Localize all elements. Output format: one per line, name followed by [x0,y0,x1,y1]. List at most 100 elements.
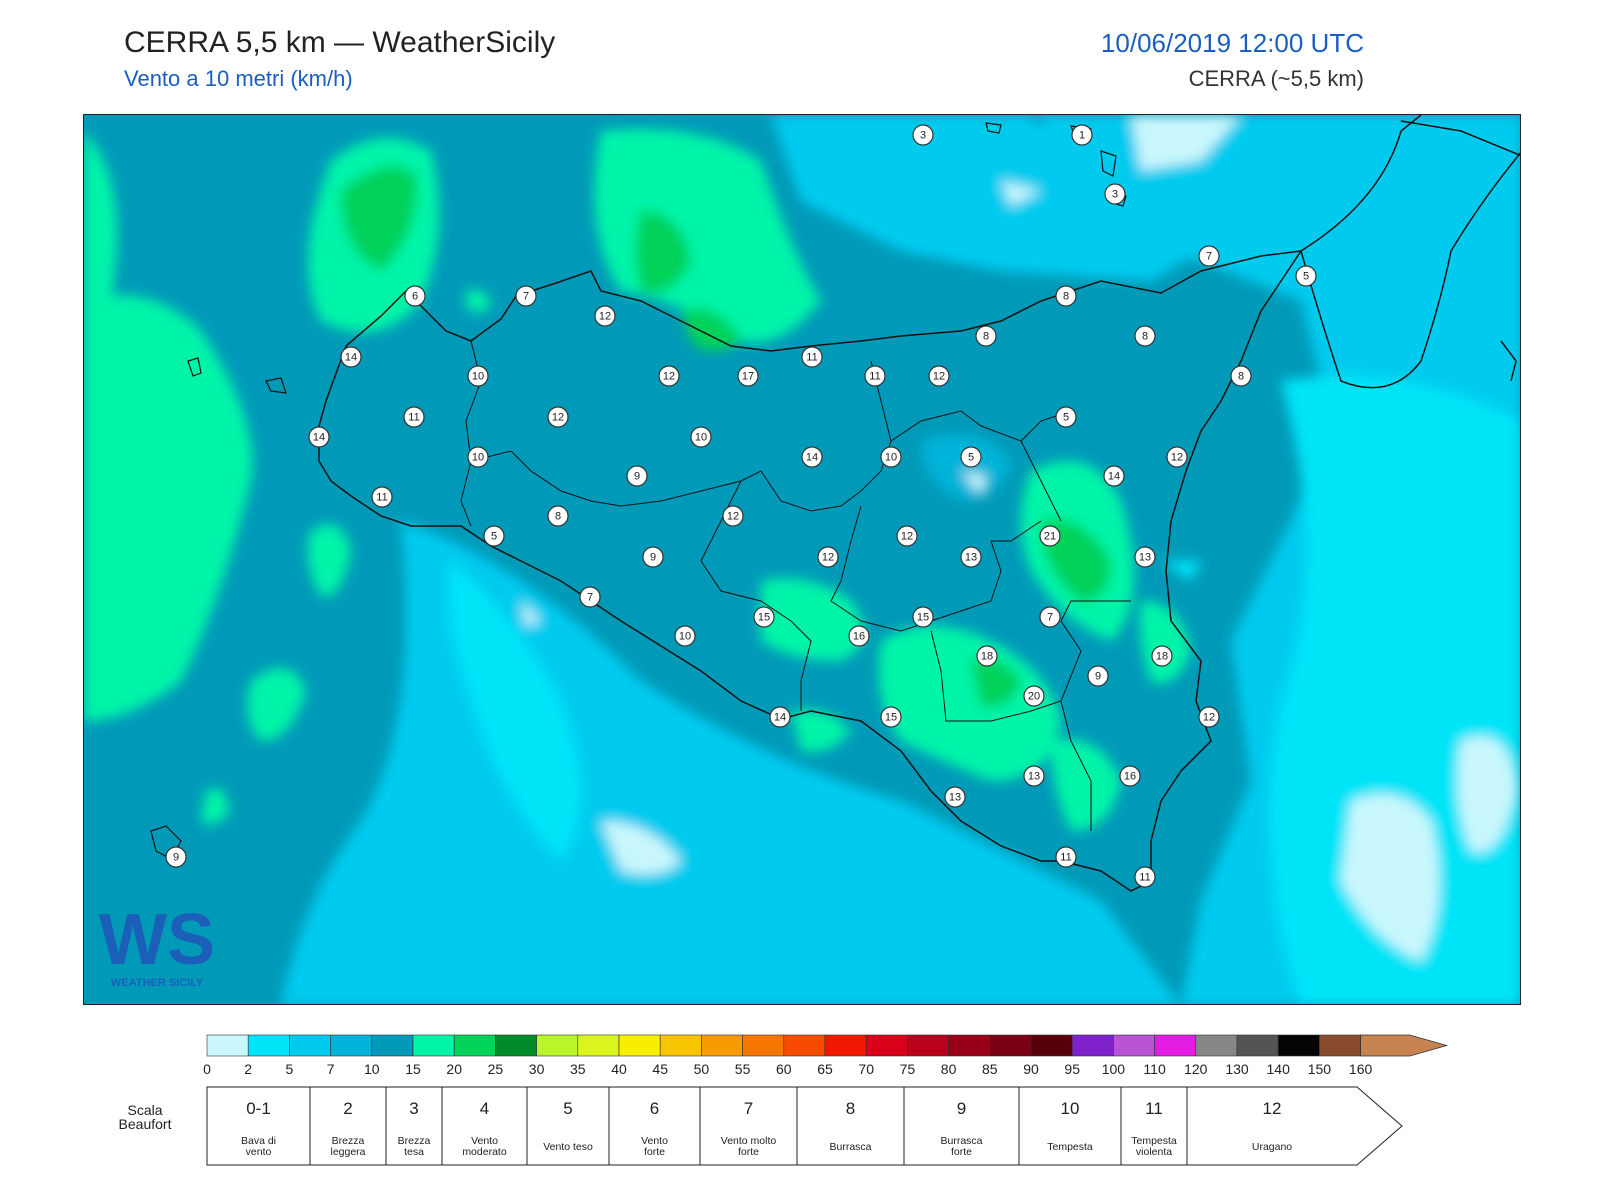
station-value: 10 [679,631,691,643]
wind-map: 3 1 3 7 5 6 7 12 8 8 8 14 11 10 12 17 11 12 8 11 12 5 14 10 10 14… [83,114,1521,1005]
station-value: 6 [412,291,418,303]
station-circle [658,365,680,387]
station-value: 13 [965,552,977,564]
colorbar-swatch [989,1034,1032,1057]
colorbar-swatch [371,1034,414,1057]
station-value: 12 [599,311,611,323]
station-circle [642,546,664,568]
logo-text: WEATHER SICILY [111,977,204,989]
beaufort-description: Brezza [332,1135,365,1147]
station-marker: 11 [403,406,425,428]
station-value: 9 [1095,671,1101,683]
colorbar-swatch [948,1034,991,1057]
station-value: 1 [1079,130,1085,142]
colorbar-swatch [330,1034,373,1057]
station-circle [1134,546,1156,568]
station-circle [864,365,886,387]
station-marker: 6 [404,285,426,307]
colorbar: 0 2 5 7 10 15 20 25 30 35 40 45 50 55 60 65 70 75 80 85 90 95… [203,1034,1449,1077]
colorbar-tick: 40 [611,1061,627,1077]
beaufort-description: Vento [471,1135,498,1147]
station-circle [690,426,712,448]
colorbar-swatch [206,1034,249,1057]
station-circle [1104,183,1126,205]
colorbar-tick: 100 [1102,1061,1126,1077]
station-circle [515,285,537,307]
station-circle [547,406,569,428]
station-marker: 11 [864,365,886,387]
station-circle [737,365,759,387]
station-circle [801,446,823,468]
colorbar-tick: 60 [776,1061,792,1077]
beaufort-description: forte [644,1146,665,1158]
station-marker: 9 [165,846,187,868]
station-circle [976,645,998,667]
station-value: 12 [933,371,945,383]
station-marker: 8 [1230,365,1252,387]
station-circle [1023,765,1045,787]
station-value: 10 [885,452,897,464]
station-circle [340,346,362,368]
station-marker: 15 [912,606,934,628]
station-marker: 20 [1023,685,1045,707]
station-circle [912,606,934,628]
beaufort-description: Vento [641,1135,668,1147]
station-marker: 18 [1151,645,1173,667]
station-value: 9 [650,552,656,564]
station-marker: 12 [928,365,950,387]
station-marker: 11 [1055,846,1077,868]
station-marker: 7 [579,586,601,608]
station-marker: 12 [1166,446,1188,468]
station-value: 16 [853,631,865,643]
station-marker: 10 [674,625,696,647]
station-marker: 9 [626,465,648,487]
colorbar-tick: 75 [900,1061,916,1077]
station-circle [1055,406,1077,428]
station-marker: 12 [547,406,569,428]
station-circle [467,446,489,468]
station-value: 15 [885,712,897,724]
colorbar-tick: 50 [694,1061,710,1077]
station-marker: 11 [801,346,823,368]
station-value: 8 [983,331,989,343]
colorbar-swatch [495,1034,537,1057]
beaufort-description: Vento teso [543,1141,593,1153]
beaufort-description: violenta [1136,1146,1172,1158]
station-marker: 7 [515,285,537,307]
colorbar-tick: 45 [652,1061,668,1077]
station-marker: 14 [340,346,362,368]
station-marker: 16 [1119,765,1141,787]
beaufort-description: Tempesta [1131,1135,1177,1147]
beaufort-description: forte [951,1146,972,1158]
station-circle [960,446,982,468]
station-value: 12 [727,511,739,523]
station-circle [880,446,902,468]
colorbar-tick: 90 [1023,1061,1039,1077]
station-circle [467,365,489,387]
station-marker: 10 [467,365,489,387]
station-marker: 10 [880,446,902,468]
beaufort-number: 2 [343,1099,352,1118]
station-value: 10 [472,371,484,383]
colorbar-swatch [618,1034,661,1057]
colorbar-tick: 95 [1064,1061,1080,1077]
colorbar-tick: 160 [1349,1061,1373,1077]
colorbar-tick: 55 [735,1061,751,1077]
station-marker: 12 [896,525,918,547]
station-value: 12 [822,552,834,564]
station-circle [722,505,744,527]
station-marker: 21 [1039,525,1061,547]
colorbar-swatch [1154,1034,1197,1057]
station-circle [1295,265,1317,287]
station-marker: 5 [1295,265,1317,287]
colorbar-tick: 5 [286,1061,294,1077]
station-circle [1023,685,1045,707]
